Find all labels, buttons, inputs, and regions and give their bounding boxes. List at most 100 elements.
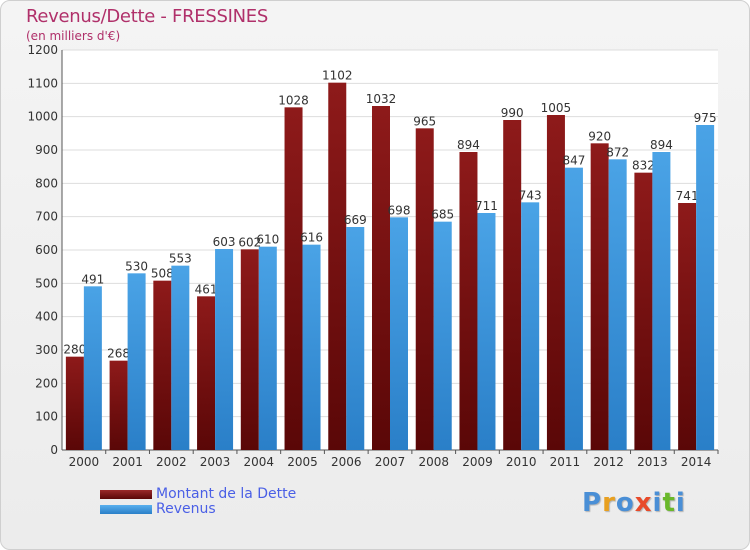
legend-swatch-dette	[100, 490, 152, 499]
data-label-dette: 1028	[278, 93, 309, 107]
data-label-revenus: 610	[256, 233, 279, 247]
x-tick-label: 2009	[462, 455, 493, 469]
x-tick-label: 2007	[375, 455, 406, 469]
x-tick-label: 2013	[637, 455, 668, 469]
y-tick-label: 1200	[27, 43, 58, 57]
x-tick-label: 2003	[200, 455, 231, 469]
y-tick-label: 100	[35, 410, 58, 424]
x-tick-label: 2008	[418, 455, 449, 469]
data-label-revenus: 669	[344, 213, 367, 227]
y-tick-label: 800	[35, 176, 58, 190]
data-label-revenus: 553	[169, 252, 192, 266]
x-tick-label: 2011	[550, 455, 581, 469]
bar-revenus	[564, 167, 583, 450]
bar-dette	[590, 143, 609, 451]
data-label-dette: 280	[63, 343, 86, 357]
bar-revenus	[696, 125, 715, 450]
bar-dette	[65, 356, 84, 450]
logo-letter: i	[652, 488, 663, 518]
bar-revenus	[608, 159, 627, 451]
bar-revenus	[346, 227, 365, 450]
data-label-revenus: 847	[562, 154, 585, 168]
bar-dette	[328, 82, 347, 451]
data-label-dette: 1032	[366, 92, 397, 106]
bar-dette	[372, 106, 390, 450]
data-label-dette: 990	[501, 106, 524, 120]
data-label-dette: 602	[238, 235, 261, 249]
data-label-revenus: 530	[125, 259, 148, 273]
logo-letter: r	[602, 488, 616, 518]
y-tick-label: 900	[35, 143, 58, 157]
bar-dette	[459, 152, 478, 450]
bar-revenus	[433, 221, 452, 450]
bar-dette	[634, 172, 653, 450]
bar-dette	[503, 120, 522, 450]
data-label-dette: 965	[413, 114, 436, 128]
bar-dette	[546, 115, 565, 450]
legend-label-revenus: Revenus	[156, 501, 216, 517]
logo-letter: t	[662, 488, 676, 518]
logo-letter: i	[675, 488, 686, 518]
x-tick-label: 2014	[681, 455, 712, 469]
data-label-dette: 1005	[541, 101, 572, 115]
data-label-revenus: 616	[300, 231, 323, 245]
data-label-dette: 894	[457, 138, 480, 152]
bar-dette	[284, 107, 303, 450]
data-label-revenus: 872	[606, 145, 629, 159]
y-tick-label: 700	[35, 210, 58, 224]
data-label-revenus: 603	[213, 235, 236, 249]
data-label-revenus: 491	[81, 272, 104, 286]
proxiti-logo: Proxiti	[582, 488, 686, 518]
bar-dette	[678, 203, 697, 450]
y-tick-label: 0	[50, 443, 58, 457]
y-tick-label: 1000	[27, 110, 58, 124]
x-tick-label: 2000	[69, 455, 100, 469]
bar-revenus	[390, 217, 408, 450]
x-tick-label: 2001	[112, 455, 143, 469]
chart-subtitle: (en milliers d'€)	[26, 29, 121, 43]
bar-revenus	[83, 286, 102, 450]
bar-dette	[153, 280, 172, 450]
bar-revenus	[302, 244, 321, 450]
y-tick-label: 400	[35, 310, 58, 324]
logo-letter: P	[582, 488, 603, 518]
bar-revenus	[215, 249, 234, 450]
x-tick-label: 2005	[287, 455, 318, 469]
bar-dette	[109, 360, 128, 450]
bar-revenus	[258, 246, 277, 450]
data-label-revenus: 975	[694, 111, 717, 125]
data-label-revenus: 894	[650, 138, 673, 152]
x-tick-label: 2010	[506, 455, 537, 469]
bar-dette	[415, 128, 434, 451]
data-label-revenus: 685	[431, 208, 454, 222]
bar-revenus	[477, 213, 496, 450]
data-label-dette: 508	[151, 267, 174, 281]
legend-label-dette: Montant de la Dette	[156, 486, 297, 502]
bar-dette	[197, 296, 216, 450]
data-label-dette: 832	[632, 159, 655, 173]
bar-revenus	[171, 265, 190, 450]
bar-dette	[240, 249, 259, 450]
data-label-dette: 741	[676, 189, 699, 203]
logo-letter: x	[634, 488, 653, 518]
bar-revenus	[652, 152, 671, 450]
y-tick-label: 500	[35, 276, 58, 290]
x-tick-label: 2006	[331, 455, 362, 469]
y-tick-label: 1100	[27, 76, 58, 90]
data-label-dette: 461	[195, 282, 218, 296]
data-label-revenus: 743	[519, 188, 542, 202]
x-tick-label: 2002	[156, 455, 187, 469]
x-tick-label: 2012	[593, 455, 624, 469]
data-label-revenus: 711	[475, 199, 498, 213]
x-tick-label: 2004	[244, 455, 275, 469]
y-tick-label: 600	[35, 243, 58, 257]
logo-letter: o	[615, 488, 635, 518]
data-label-revenus: 698	[388, 203, 411, 217]
bar-revenus	[521, 202, 540, 450]
chart-title: Revenus/Dette - FRESSINES	[26, 6, 268, 27]
y-tick-label: 300	[35, 343, 58, 357]
bar-revenus	[127, 273, 146, 450]
data-label-dette: 920	[588, 129, 611, 143]
data-label-dette: 1102	[322, 69, 353, 83]
